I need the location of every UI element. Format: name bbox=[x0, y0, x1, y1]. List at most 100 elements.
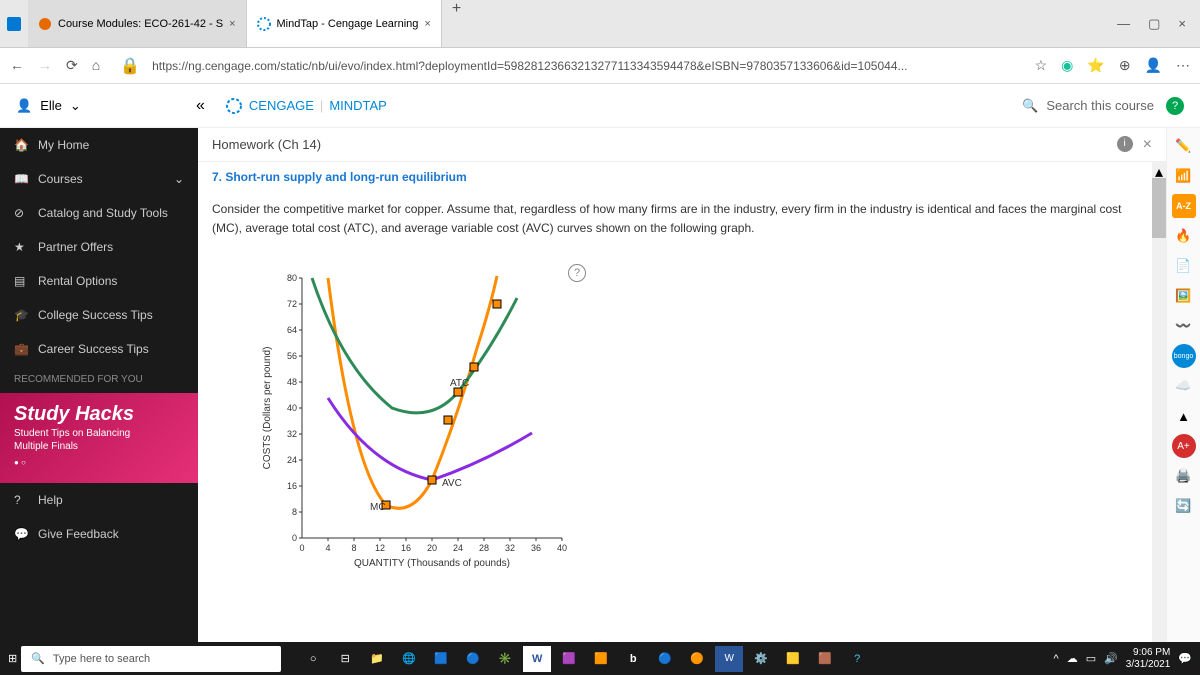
task-app4[interactable]: 🟨 bbox=[779, 646, 807, 672]
task-edge[interactable]: 🌐 bbox=[395, 646, 423, 672]
minimize-icon[interactable]: — bbox=[1117, 16, 1130, 32]
help-icon: ? bbox=[14, 493, 28, 507]
help-button[interactable]: ? bbox=[1166, 97, 1184, 115]
close-tab-icon[interactable]: × bbox=[229, 18, 235, 30]
task-word[interactable]: W bbox=[523, 646, 551, 672]
favorites-icon[interactable]: ⭐ bbox=[1087, 57, 1104, 74]
promo-subtitle: Student Tips on Balancing bbox=[14, 428, 184, 439]
sidebar-item-help[interactable]: ?Help bbox=[0, 483, 198, 517]
task-explorer[interactable]: 📁 bbox=[363, 646, 391, 672]
brand: CENGAGE | MINDTAP bbox=[225, 97, 387, 115]
close-tab-icon[interactable]: × bbox=[424, 18, 430, 30]
collections-icon[interactable]: ⊕ bbox=[1119, 57, 1131, 74]
bongo-tool[interactable]: bongo bbox=[1172, 344, 1196, 368]
task-taskview[interactable]: ⊟ bbox=[331, 646, 359, 672]
carousel-dots[interactable]: ● ○ bbox=[14, 458, 184, 467]
grammarly-icon[interactable]: ◉ bbox=[1061, 57, 1073, 74]
app-icon bbox=[7, 17, 21, 31]
browser-tab-1[interactable]: Course Modules: ECO-261-42 - S × bbox=[28, 0, 247, 47]
x-axis-label: QUANTITY (Thousands of pounds) bbox=[354, 558, 510, 569]
drive-tool[interactable]: ▲ bbox=[1172, 404, 1196, 428]
glossary-tool[interactable]: A-Z bbox=[1172, 194, 1196, 218]
chart-help-button[interactable]: ? bbox=[568, 264, 586, 282]
brand-text-1: CENGAGE bbox=[249, 98, 314, 113]
content-area: Homework (Ch 14) i × 7. Short-run supply… bbox=[198, 128, 1166, 642]
close-homework-icon[interactable]: × bbox=[1143, 136, 1152, 154]
collapse-sidebar-button[interactable]: « bbox=[196, 97, 205, 115]
scrollbar[interactable]: ▴ bbox=[1152, 162, 1166, 642]
task-word2[interactable]: W bbox=[715, 646, 743, 672]
task-chrome[interactable]: 🔵 bbox=[459, 646, 487, 672]
sidebar-item-rental[interactable]: ▤Rental Options bbox=[0, 264, 198, 298]
user-dropdown[interactable]: 👤 Elle ⌄ bbox=[16, 98, 196, 114]
url-field[interactable]: https://ng.cengage.com/static/nb/ui/evo/… bbox=[152, 59, 1022, 73]
task-app3[interactable]: 🟧 bbox=[587, 646, 615, 672]
sidebar-label: My Home bbox=[38, 138, 89, 152]
task-app5[interactable]: 🟫 bbox=[811, 646, 839, 672]
profile-icon[interactable]: 👤 bbox=[1145, 57, 1162, 74]
new-tab-button[interactable]: + bbox=[442, 0, 471, 47]
sync-tool[interactable]: 🔄 bbox=[1172, 494, 1196, 518]
tray-chevron[interactable]: ^ bbox=[1054, 653, 1059, 665]
svg-text:0: 0 bbox=[292, 533, 297, 543]
browser-tab-2[interactable]: MindTap - Cengage Learning × bbox=[247, 0, 442, 47]
cloud-tool[interactable]: ☁️ bbox=[1172, 374, 1196, 398]
taskbar-search[interactable]: 🔍 Type here to search bbox=[21, 646, 281, 672]
date: 3/31/2021 bbox=[1126, 659, 1171, 671]
sidebar-item-myhome[interactable]: 🏠My Home bbox=[0, 128, 198, 162]
close-window-icon[interactable]: × bbox=[1178, 16, 1186, 32]
tab-title: Course Modules: ECO-261-42 - S bbox=[58, 18, 223, 30]
task-quicktime[interactable]: 🔵 bbox=[651, 646, 679, 672]
refresh-icon[interactable]: ⟳ bbox=[66, 57, 78, 74]
atc-label: ATC bbox=[450, 378, 469, 389]
svg-text:24: 24 bbox=[287, 455, 297, 465]
task-app[interactable]: 🟦 bbox=[427, 646, 455, 672]
promo-card[interactable]: Study Hacks Student Tips on Balancing Mu… bbox=[0, 393, 198, 483]
read-aloud-icon[interactable]: ☆ bbox=[1035, 57, 1048, 74]
svg-text:40: 40 bbox=[287, 403, 297, 413]
graduation-icon: 🎓 bbox=[14, 308, 28, 322]
task-settings[interactable]: ⚙️ bbox=[747, 646, 775, 672]
task-ppt[interactable]: 🟠 bbox=[683, 646, 711, 672]
task-canvas[interactable]: ✳️ bbox=[491, 646, 519, 672]
sidebar-item-courses[interactable]: 📖Courses⌄ bbox=[0, 162, 198, 196]
svg-text:32: 32 bbox=[505, 543, 515, 553]
task-cortana[interactable]: ○ bbox=[299, 646, 327, 672]
audio-tool[interactable]: 〰️ bbox=[1172, 314, 1196, 338]
maximize-icon[interactable]: ▢ bbox=[1148, 16, 1160, 32]
home-icon[interactable]: ⌂ bbox=[92, 57, 100, 74]
search-course[interactable]: 🔍 Search this course bbox=[1022, 98, 1154, 114]
book-icon: 📖 bbox=[14, 172, 28, 186]
tray-onedrive[interactable]: ☁ bbox=[1067, 652, 1078, 665]
task-blackboard[interactable]: b bbox=[619, 646, 647, 672]
start-button[interactable]: ⊞ bbox=[8, 652, 17, 665]
task-app2[interactable]: 🟪 bbox=[555, 646, 583, 672]
sidebar-item-offers[interactable]: ★Partner Offers bbox=[0, 230, 198, 264]
taskbar-clock[interactable]: 9:06 PM 3/31/2021 bbox=[1126, 647, 1171, 671]
flashcard-tool[interactable]: 🔥 bbox=[1172, 224, 1196, 248]
svg-text:28: 28 bbox=[479, 543, 489, 553]
highlighter-tool[interactable]: ✏️ bbox=[1172, 134, 1196, 158]
sidebar-item-catalog[interactable]: ⊘Catalog and Study Tools bbox=[0, 196, 198, 230]
info-button[interactable]: i bbox=[1117, 136, 1133, 152]
sidebar-item-feedback[interactable]: 💬Give Feedback bbox=[0, 517, 198, 551]
svg-text:8: 8 bbox=[292, 507, 297, 517]
grade-tool[interactable]: A+ bbox=[1172, 434, 1196, 458]
cost-curves-chart[interactable]: ? 0 8 16 24 32 40 48 56 bbox=[252, 268, 582, 598]
back-icon[interactable]: ← bbox=[10, 57, 24, 74]
task-help[interactable]: ? bbox=[843, 646, 871, 672]
print-tool[interactable]: 🖨️ bbox=[1172, 464, 1196, 488]
image-tool[interactable]: 🖼️ bbox=[1172, 284, 1196, 308]
tray-battery[interactable]: ▭ bbox=[1086, 652, 1096, 665]
rss-tool[interactable]: 📶 bbox=[1172, 164, 1196, 188]
tray-notifications[interactable]: 💬 bbox=[1178, 652, 1192, 665]
search-placeholder: Type here to search bbox=[53, 653, 150, 665]
svg-text:40: 40 bbox=[557, 543, 567, 553]
forward-icon[interactable]: → bbox=[38, 57, 52, 74]
sidebar-item-college[interactable]: 🎓College Success Tips bbox=[0, 298, 198, 332]
notes-tool[interactable]: 📄 bbox=[1172, 254, 1196, 278]
sidebar-label: Give Feedback bbox=[38, 527, 119, 541]
tray-sound[interactable]: 🔊 bbox=[1104, 652, 1118, 665]
menu-icon[interactable]: ⋯ bbox=[1176, 57, 1190, 74]
sidebar-item-career[interactable]: 💼Career Success Tips bbox=[0, 332, 198, 366]
